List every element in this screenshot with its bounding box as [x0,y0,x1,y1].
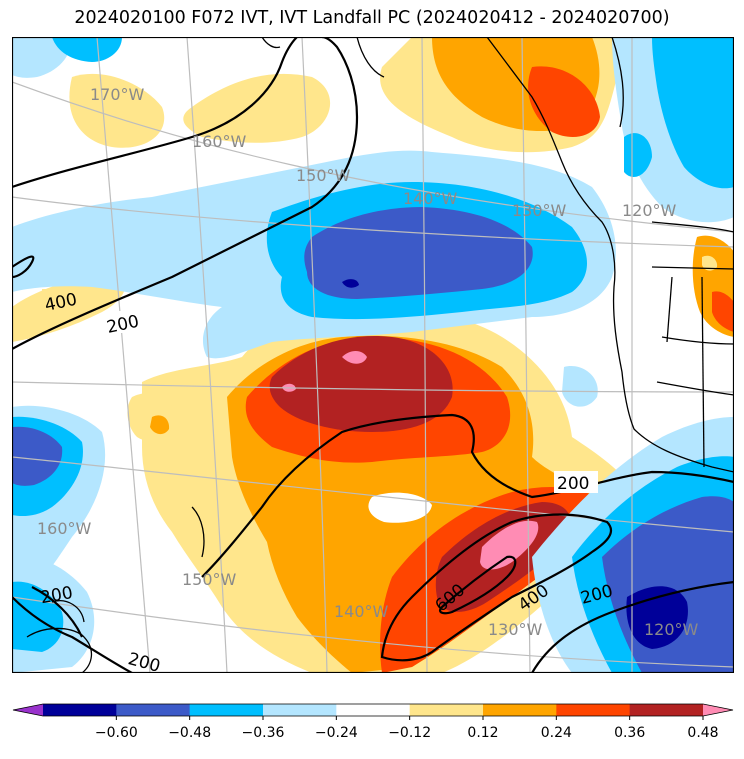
colorbar-swatch [483,704,557,716]
colorbar-swatch [263,704,337,716]
ivt-contours [12,37,734,673]
map-frame [12,37,734,673]
colorbar-tick-label: 0.48 [687,725,718,741]
colorbar-swatch [336,704,411,716]
colorbar-outline [12,703,734,717]
lon-label-170w: 170°W [90,85,145,104]
colorbar-swatch [629,704,704,716]
colorbar-tick-label: 0.12 [467,725,498,741]
colorbar-swatch [116,704,191,716]
contour-label-200-south: 200 [126,649,163,673]
map-title: 2024020100 F072 IVT, IVT Landfall PC (20… [74,8,670,28]
lon-label-130w-top: 130°W [512,201,567,220]
colorbar: −0.60 −0.48 −0.36 −0.24 −0.12 0.12 0.24 0.36 0.4… [12,703,734,741]
lon-label-150w-top: 150°W [296,166,351,185]
lon-label-150w-bottom: 150°W [182,570,237,589]
colorbar-swatch [43,704,117,716]
lon-label-140w-top: 140°W [403,189,458,208]
ivt-map: 400 200 200 600 400 200 200 200 170°W 16… [12,37,734,673]
colorbar-tick-label: −0.12 [388,725,431,741]
colorbar-swatches [12,703,734,717]
lon-label-130w-bottom: 130°W [488,620,543,639]
colorbar-tick-label: −0.48 [168,725,211,741]
colorbar-ticks: −0.60 −0.48 −0.36 −0.24 −0.12 0.12 0.24 0.36 0.4… [95,716,719,741]
colorbar-swatch [409,704,484,716]
colorbar-extend-low [13,704,43,716]
colorbar-tick-label: 0.36 [614,725,645,741]
colorbar-swatch [189,704,264,716]
colorbar-tick-label: −0.60 [95,725,138,741]
lon-label-140w-bottom: 140°W [334,602,389,621]
contour-label-200-east: 200 [557,474,589,494]
lon-label-120w-top: 120°W [622,201,677,220]
longitude-labels: 170°W 160°W 150°W 140°W 130°W 120°W 160°… [37,85,699,639]
coastlines [26,37,734,673]
graticule [12,37,734,673]
negative-pc-shading [12,37,734,673]
lon-label-160w-top: 160°W [192,132,247,151]
colorbar-swatch [556,704,631,716]
lon-label-160w-bottom: 160°W [37,519,92,538]
colorbar-tick-label: −0.36 [242,725,285,741]
colorbar-tick-label: −0.24 [315,725,358,741]
lon-label-120w-bottom: 120°W [644,620,699,639]
colorbar-tick-label: 0.24 [541,725,572,741]
colorbar-extend-high [703,704,733,716]
